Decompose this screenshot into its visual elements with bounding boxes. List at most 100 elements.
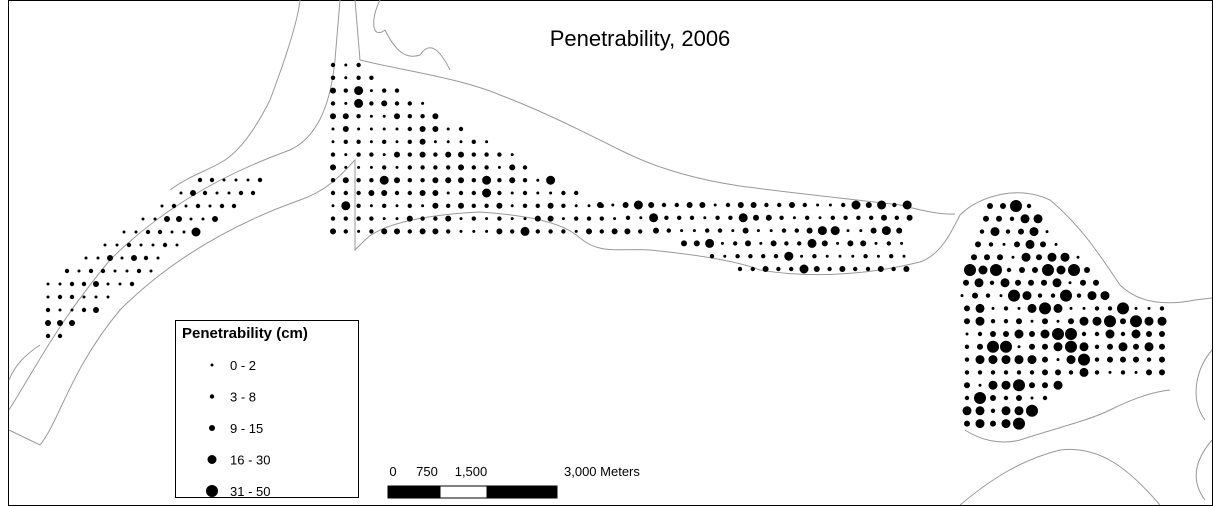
sample-point [806,227,813,234]
sample-point [816,203,820,207]
sample-point [1001,419,1011,429]
sample-point [522,165,528,170]
sample-point [851,254,855,258]
sample-point [433,140,437,144]
sample-point [886,241,891,246]
sample-point [865,266,871,272]
sample-point [1053,342,1063,352]
sample-point [344,76,348,80]
legend-title: Penetrability (cm) [182,325,308,342]
sample-point [356,75,361,81]
sample-point [773,254,779,259]
sample-point [330,190,336,196]
sample-point [613,217,617,221]
sample-point [356,203,361,208]
sample-point [419,228,426,235]
sample-point [978,265,988,275]
sample-point [136,268,142,274]
sample-point [45,333,51,339]
sample-point [902,254,906,258]
sample-point [1001,406,1011,416]
sample-point [343,229,348,234]
sample-point [419,138,426,145]
sample-point [432,228,439,235]
sample-point [1041,279,1047,286]
sample-point [330,216,336,221]
sample-point [1120,318,1126,325]
sample-point [406,215,413,222]
sample-point [343,190,348,196]
legend-label: 9 - 15 [230,421,263,436]
sample-point [395,140,399,144]
sample-point [1042,343,1048,350]
sample-point [497,216,502,221]
sample-point [357,229,361,233]
sample-point [705,238,715,248]
sample-point [828,203,832,207]
sample-point [369,204,373,208]
sample-point [369,101,374,106]
sample-point [522,178,528,183]
sample-point [484,152,489,157]
sample-point [990,227,1000,237]
sample-point [57,294,63,300]
sample-point [1107,343,1113,350]
sample-point [70,308,74,312]
sample-point [792,216,796,220]
sample-point [394,101,400,106]
sample-point [745,240,751,247]
scale-bar: 0 750 1,500 3,000 Meters [387,464,640,499]
sample-point [446,203,451,208]
sample-point [1045,230,1049,234]
sample-point [369,127,373,131]
sample-point [1052,278,1062,288]
legend-symbol [207,455,217,464]
sample-point [561,229,566,234]
sample-point [1009,216,1015,221]
map-title: Penetrability, 2006 [550,26,731,51]
sample-point [57,320,63,326]
sample-point [190,190,196,196]
sample-point [446,229,451,234]
sample-point [432,177,439,184]
sample-point [343,88,348,93]
sample-point [1042,382,1048,389]
sample-point [756,229,760,233]
sample-point [1068,370,1074,375]
sample-point [382,165,387,170]
sample-point [624,228,631,235]
sample-point [830,226,840,236]
sample-point [1054,242,1058,246]
sample-point [354,86,364,96]
sample-point [58,308,62,312]
sample-point [212,216,218,222]
sample-point [330,62,336,68]
sample-point [496,202,503,209]
sample-point [170,230,174,234]
sample-point [484,203,489,208]
sample-point [330,113,336,120]
sample-point [681,240,687,247]
sample-point [964,357,970,362]
scale-label: 3,000 Meters [564,464,640,479]
sample-point [407,114,412,119]
sample-point [162,242,168,248]
sample-point [975,316,985,326]
sample-point [445,177,452,184]
sample-point [81,281,87,287]
sample-point [143,255,149,261]
sample-point [458,126,464,132]
sample-point [836,241,840,245]
sample-point [536,191,540,195]
sample-point [510,153,514,157]
sample-point [990,264,1002,276]
sample-point [784,241,789,246]
sample-point [674,202,679,208]
sample-point [496,228,503,235]
sample-point [1080,279,1086,286]
sample-point [987,203,993,209]
sample-point [1003,370,1009,375]
sample-point [964,382,970,389]
sample-point [96,256,100,260]
sample-point [813,266,820,272]
